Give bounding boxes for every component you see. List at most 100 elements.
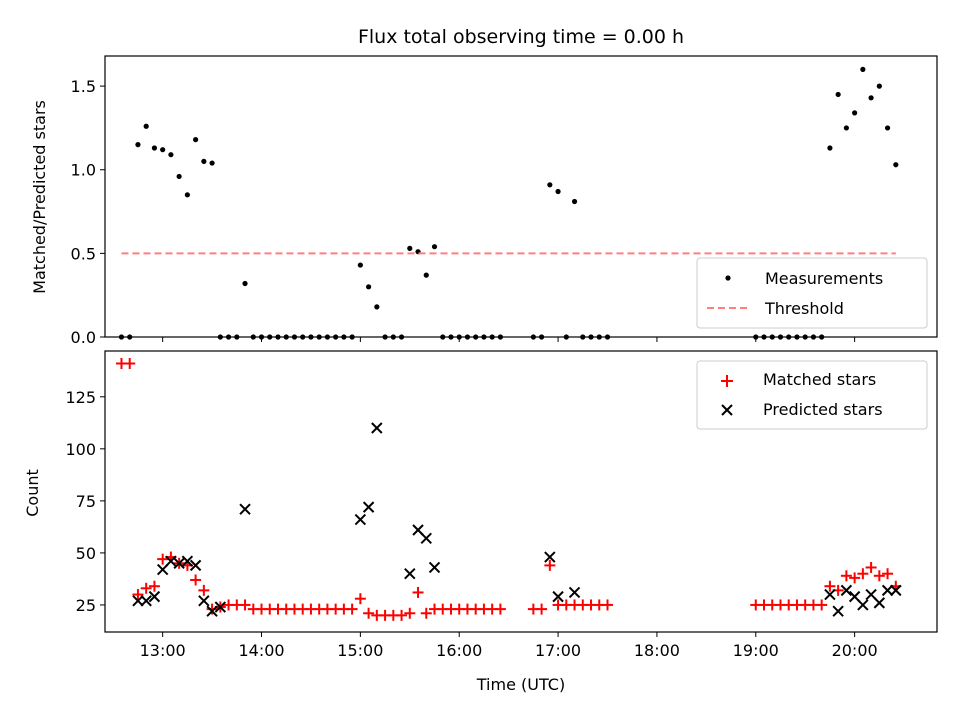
predicted-star-point	[420, 532, 432, 545]
measurement-point	[374, 304, 380, 310]
matched-star-point	[346, 603, 358, 615]
ratio-y-axis-label: Matched/Predicted stars	[30, 100, 49, 294]
y-tick-label: 100	[65, 440, 96, 459]
predicted-star-point	[881, 584, 894, 597]
matched-star-point	[857, 568, 869, 580]
matched-star-point	[198, 584, 210, 596]
measurement-point	[571, 198, 578, 205]
y-tick-label: 25	[76, 596, 96, 615]
predicted-star-point	[404, 568, 416, 580]
measurement-point	[407, 245, 413, 251]
count-y-axis-label: Count	[23, 469, 42, 517]
measurement-point	[835, 91, 841, 98]
measurement-point	[168, 152, 174, 158]
count-marks	[115, 357, 902, 621]
x-tick-label: 15:00	[337, 641, 383, 660]
predicted-star-point	[198, 595, 210, 607]
predicted-star-point	[362, 501, 375, 513]
predicted-star-point	[824, 588, 836, 601]
x-tick-label: 14:00	[238, 641, 284, 660]
predicted-star-point	[132, 595, 144, 607]
matched-star-point	[404, 607, 416, 619]
predicted-star-point	[239, 503, 251, 515]
count-axes: 13:00 14:00 15:00 16:00 17:00 18:00 19:00 20:00…	[65, 388, 877, 660]
legend-predicted-marker	[721, 404, 733, 416]
predicted-star-point	[568, 586, 581, 599]
measurement-point	[431, 244, 438, 250]
predicted-star-point	[428, 561, 441, 574]
matched-star-point	[536, 603, 548, 615]
predicted-star-point	[544, 551, 556, 563]
measurement-point	[547, 182, 553, 188]
measurement-point	[151, 145, 158, 151]
ratio-legend: Measurements Threshold	[696, 257, 928, 329]
matched-star-point	[396, 609, 408, 621]
y-tick-label: 0.0	[71, 328, 96, 347]
matched-star-point	[816, 599, 828, 611]
x-tick-label: 17:00	[535, 641, 581, 660]
predicted-star-point	[832, 605, 844, 617]
measurement-point	[860, 66, 866, 72]
predicted-star-point	[214, 601, 227, 613]
ratio-panel: Matched/Predicted stars 0.0 0.5 1.0 1.5 Mea…	[30, 55, 938, 347]
y-tick-label: 50	[76, 544, 96, 563]
predicted-star-point	[148, 590, 161, 603]
matched-star-point	[601, 599, 613, 611]
chart-title: Flux total observing time = 0.00 h	[358, 26, 684, 48]
count-legend: Matched stars Predicted stars	[696, 360, 928, 430]
measurement-point	[160, 147, 166, 153]
measurement-point	[868, 95, 874, 101]
measurement-point	[143, 123, 149, 129]
count-plot-frame	[104, 350, 938, 633]
predicted-star-point	[354, 513, 367, 526]
matched-star-point	[140, 582, 152, 594]
measurement-point	[135, 142, 141, 148]
measurement-point	[555, 188, 561, 195]
legend-matched-label: Matched stars	[763, 370, 876, 389]
x-tick-label: 18:00	[634, 641, 680, 660]
x-tick-label: 20:00	[832, 641, 878, 660]
predicted-star-point	[181, 555, 194, 567]
matched-star-point	[824, 580, 836, 592]
predicted-star-point	[140, 595, 152, 607]
legend-measurements-label: Measurements	[765, 269, 883, 288]
predicted-star-point	[840, 584, 853, 597]
matched-star-point	[124, 357, 136, 369]
matched-star-point	[412, 586, 424, 598]
measurement-point	[201, 158, 207, 164]
measurement-point	[827, 145, 833, 151]
measurement-point	[876, 83, 882, 89]
predicted-star-point	[165, 555, 177, 567]
matched-star-point	[849, 572, 861, 584]
measurement-point	[843, 125, 849, 131]
predicted-star-point	[552, 590, 564, 603]
y-tick-label: 1.0	[71, 161, 96, 180]
count-legend-box	[696, 360, 928, 430]
legend-threshold-label: Threshold	[764, 299, 844, 318]
matched-star-point	[363, 607, 375, 619]
matched-star-point	[494, 603, 506, 615]
legend-measurements-marker	[725, 275, 731, 281]
legend-predicted-label: Predicted stars	[763, 400, 883, 419]
y-tick-label: 125	[65, 388, 96, 407]
matched-star-point	[865, 561, 877, 573]
measurement-point	[852, 110, 858, 116]
measurement-point	[893, 162, 899, 168]
matched-star-point	[420, 607, 432, 619]
matched-star-point	[873, 570, 885, 582]
measurement-point	[193, 137, 199, 143]
x-tick-label: 16:00	[436, 641, 482, 660]
predicted-star-point	[206, 605, 218, 617]
ratio-legend-box	[696, 257, 928, 329]
matched-star-point	[882, 568, 894, 580]
predicted-star-point	[173, 557, 185, 570]
measurement-point	[423, 272, 429, 278]
ratio-marks	[118, 66, 899, 340]
predicted-star-point	[890, 584, 902, 597]
measurement-point	[176, 173, 182, 180]
matched-star-point	[354, 593, 366, 605]
y-tick-label: 75	[76, 492, 96, 511]
x-tick-label: 13:00	[140, 641, 186, 660]
measurement-point	[209, 160, 215, 166]
measurement-point	[366, 284, 372, 290]
